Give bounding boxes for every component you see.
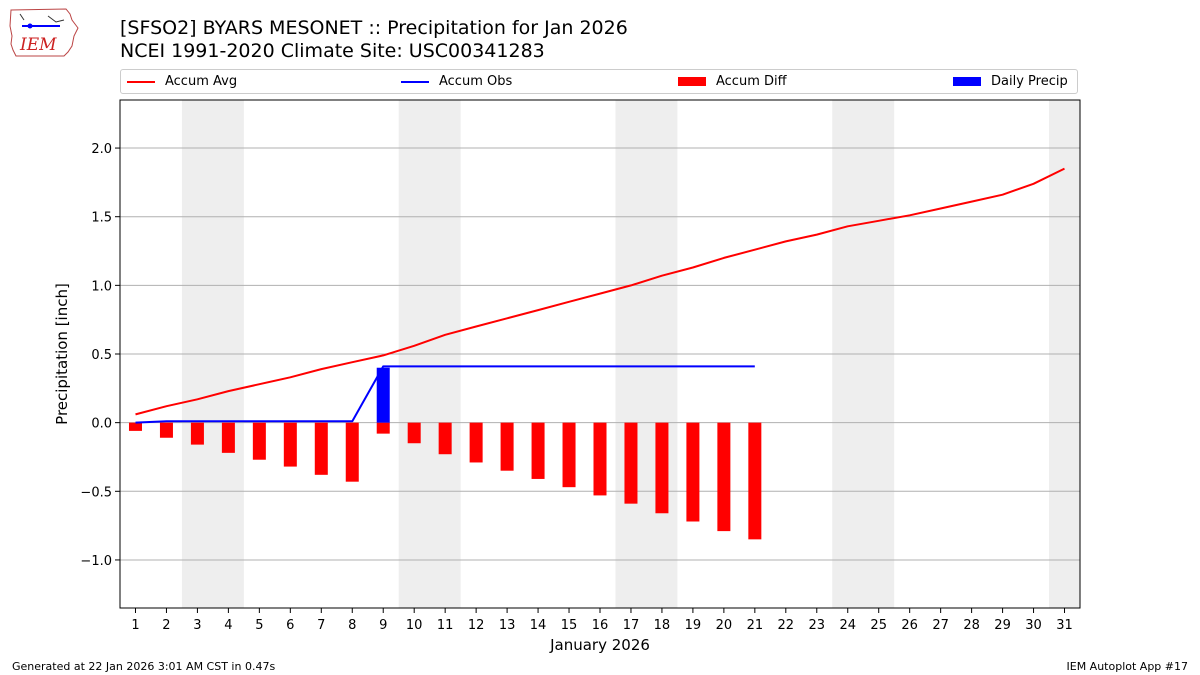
x-tick-label: 20 [716, 618, 733, 633]
x-tick-label: 6 [286, 618, 294, 633]
accum-diff-bar [748, 422, 762, 540]
x-axis-label: January 2026 [549, 636, 650, 654]
x-tick-label: 24 [839, 618, 856, 633]
accum-diff-bar [221, 422, 235, 453]
accum-diff-bar [655, 422, 669, 514]
x-tick-label: 25 [870, 618, 887, 633]
accum-avg-line [135, 167, 1065, 416]
legend-swatch-accum-diff [678, 77, 706, 86]
chart-title-line1: [SFSO2] BYARS MESONET :: Precipitation f… [120, 17, 628, 39]
x-tick-label: 4 [224, 618, 232, 633]
iem-logo: IEM [8, 6, 82, 62]
y-axis-label: Precipitation [inch] [53, 283, 71, 425]
x-tick-label: 18 [654, 618, 671, 633]
logo-station-dot [27, 23, 33, 29]
y-tick-label: 0.0 [91, 417, 112, 432]
accum-diff-bar [345, 422, 359, 482]
x-tick-label: 31 [1056, 618, 1073, 633]
footer-app: IEM Autoplot App #17 [1066, 660, 1189, 673]
accum-diff-bar [376, 422, 390, 434]
x-tick-label: 21 [747, 618, 764, 633]
x-tick-label: 3 [193, 618, 201, 633]
legend-swatch-accum-avg [127, 80, 155, 83]
accum-diff-bar [314, 422, 328, 475]
accum-diff-bar [686, 422, 700, 522]
accum-diff-bar [624, 422, 638, 504]
accum-diff-bar [159, 422, 173, 438]
x-tick-label: 10 [406, 618, 423, 633]
x-tick-label: 14 [530, 618, 547, 633]
x-tick-label: 30 [1025, 618, 1042, 633]
x-tick-label: 13 [499, 618, 516, 633]
legend-label-daily-precip: Daily Precip [991, 74, 1068, 89]
accum-diff-bar [500, 422, 514, 471]
x-tick-label: 22 [778, 618, 795, 633]
y-tick-label: 2.0 [91, 142, 112, 157]
accum-diff-bar [283, 422, 297, 467]
x-tick-label: 12 [468, 618, 485, 633]
legend-item-accum-obs: Accum Obs [401, 74, 512, 90]
accum-diff-bar [717, 422, 731, 532]
x-tick-label: 2 [162, 618, 170, 633]
daily-precip-bar [376, 367, 390, 423]
accum-diff-bar [407, 422, 421, 444]
y-axis: −1.0 −0.5 0.0 0.5 1.0 1.5 2.0 [80, 142, 120, 569]
accum-diff-bar [593, 422, 607, 496]
x-tick-label: 11 [437, 618, 454, 633]
y-tick-label: −1.0 [80, 554, 112, 569]
iowa-river-lines [19, 13, 65, 23]
x-axis: 1 2 3 4 5 6 7 8 9 10 11 12 13 14 15 16 17 18 19 20 21 22 23 24 2… [131, 608, 1073, 633]
legend-item-daily-precip: Daily Precip [953, 74, 1068, 90]
y-tick-label: 1.5 [91, 211, 112, 226]
y-tick-label: 1.0 [91, 279, 112, 294]
x-tick-label: 7 [317, 618, 325, 633]
chart-legend: Accum Avg Accum Obs Accum Diff Daily Pre… [120, 69, 1078, 94]
legend-item-accum-diff: Accum Diff [678, 74, 787, 90]
accum-diff-bar [469, 422, 483, 463]
legend-label-accum-diff: Accum Diff [716, 74, 787, 89]
x-tick-label: 1 [131, 618, 139, 633]
x-tick-label: 9 [379, 618, 387, 633]
x-tick-label: 17 [623, 618, 640, 633]
line-series [135, 167, 1065, 424]
x-tick-label: 16 [592, 618, 609, 633]
accum-diff-bar [438, 422, 452, 455]
x-tick-label: 19 [685, 618, 702, 633]
x-tick-label: 27 [932, 618, 949, 633]
legend-swatch-accum-obs [401, 80, 429, 83]
logo-text: IEM [19, 35, 57, 55]
legend-item-accum-avg: Accum Avg [127, 74, 237, 90]
legend-label-accum-avg: Accum Avg [165, 74, 238, 89]
footer-generated: Generated at 22 Jan 2026 3:01 AM CST in … [12, 660, 276, 673]
accum-obs-line [135, 365, 755, 424]
x-tick-label: 23 [809, 618, 826, 633]
legend-label-accum-obs: Accum Obs [439, 74, 513, 89]
bar-series [128, 367, 762, 540]
legend-swatch-daily-precip [953, 77, 981, 86]
y-tick-label: 0.5 [91, 348, 112, 363]
x-tick-label: 8 [348, 618, 356, 633]
x-tick-label: 5 [255, 618, 263, 633]
accum-diff-bar [531, 422, 545, 479]
chart-title-line2: NCEI 1991-2020 Climate Site: USC00341283 [120, 40, 545, 62]
x-tick-label: 26 [901, 618, 918, 633]
x-tick-label: 15 [561, 618, 578, 633]
accum-diff-bar [252, 422, 266, 460]
x-tick-label: 29 [994, 618, 1011, 633]
accum-diff-bar [562, 422, 576, 488]
x-tick-label: 28 [963, 618, 980, 633]
accum-diff-bar [190, 422, 204, 445]
y-tick-label: −0.5 [80, 485, 112, 500]
accum-diff-bar [128, 422, 142, 431]
